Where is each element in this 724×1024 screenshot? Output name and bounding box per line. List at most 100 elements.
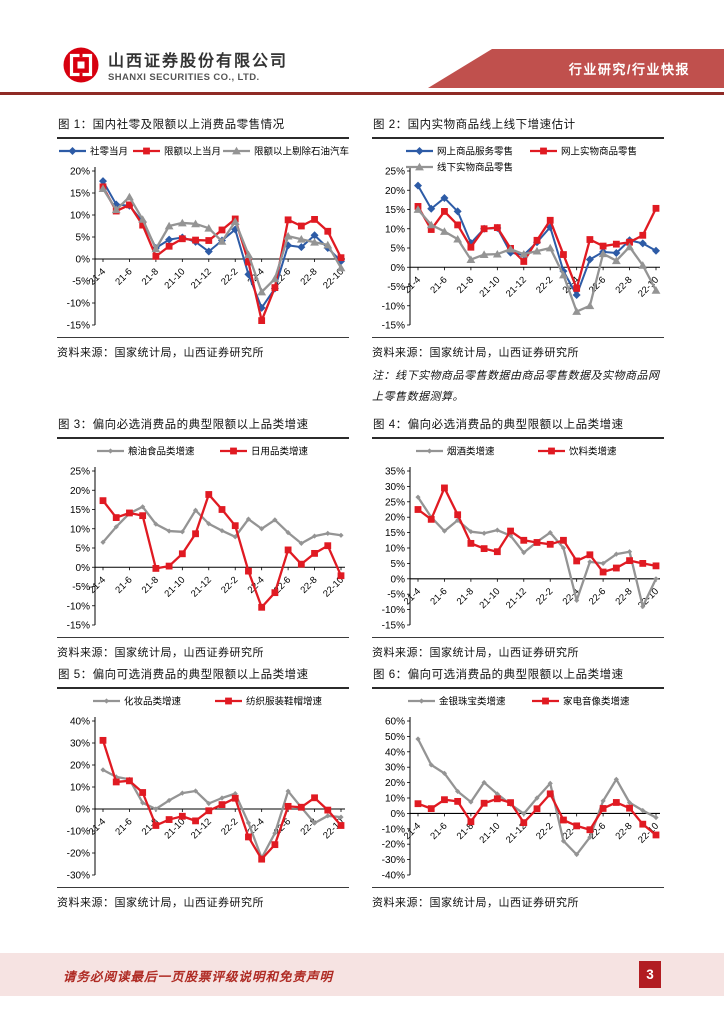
svg-text:21-8: 21-8 (140, 266, 161, 287)
svg-text:10%: 10% (385, 544, 405, 555)
axes: 60% 50% 40% 30% 20% 10% 0% -10% -20% -30% -40% 21-4… (382, 717, 661, 882)
svg-text:22-8: 22-8 (613, 586, 634, 607)
svg-text:30%: 30% (385, 482, 405, 493)
svg-text:5%: 5% (391, 244, 406, 255)
svg-text:粮油食品类增速: 粮油食品类增速 (128, 446, 195, 458)
svg-text:22-2: 22-2 (534, 821, 555, 842)
page-number: 3 (639, 961, 661, 988)
svg-text:家电音像类增速: 家电音像类增速 (563, 696, 630, 708)
svg-text:-15%: -15% (382, 621, 405, 632)
disclaimer-text: 请务必阅读最后一页股票评级说明和免责声明 (63, 970, 334, 984)
svg-text:10%: 10% (385, 224, 405, 235)
legend-item: 化妆品类增速 (93, 696, 182, 708)
figure-title: 图 2：国内实物商品线上线下增速估计 (372, 116, 664, 139)
svg-text:-40%: -40% (382, 871, 405, 882)
svg-text:30%: 30% (70, 739, 90, 750)
figure-block-6: 图 6：偏向可选消费品的典型限额以上品类增速 60% 50% 40% 30% 20% 10%… (372, 666, 664, 910)
figure-chart: 25%20%15%10%5%0%-5%-10%-15%21-4 21-6 21-8 2… (67, 446, 346, 632)
svg-text:0%: 0% (391, 263, 406, 274)
report-type-banner: 行业研究/行业快报 (428, 49, 724, 88)
shanxi-securities-logo-icon (63, 47, 99, 83)
svg-text:22-2: 22-2 (534, 275, 555, 296)
svg-text:-15%: -15% (67, 621, 90, 632)
svg-text:21-6: 21-6 (113, 266, 134, 287)
figure-title: 图 3：偏向必选消费品的典型限额以上品类增速 (57, 416, 349, 439)
brand-block: 山西证券股份有限公司 SHANXI SECURITIES CO., LTD. (62, 46, 288, 84)
svg-text:-10%: -10% (382, 605, 405, 616)
figure-source: 资料来源：国家统计局，山西证券研究所 (372, 637, 664, 660)
company-name-cn: 山西证券股份有限公司 (108, 53, 289, 70)
svg-text:-5%: -5% (387, 590, 405, 601)
svg-text:21-4: 21-4 (87, 575, 108, 596)
svg-text:限额以上剔除石油汽车: 限额以上剔除石油汽车 (254, 146, 349, 158)
legend-item: 日用品类增速 (220, 446, 309, 458)
svg-text:21-6: 21-6 (428, 586, 449, 607)
figure-title: 图 6：偏向可选消费品的典型限额以上品类增速 (372, 666, 664, 689)
figure-chart: 25%20%15%10%5%0%-5%-10%-15%21-4 21-6 21-8 2… (382, 146, 661, 332)
svg-text:25%: 25% (70, 467, 90, 478)
svg-text:35%: 35% (385, 467, 405, 478)
svg-text:金银珠宝类增速: 金银珠宝类增速 (439, 696, 506, 708)
figure-note: 注：线下实物商品零售数据由商品零售数据及实物商品网上零售数据测算。 (372, 370, 660, 404)
legend-item: 粮油食品类增速 (97, 446, 195, 458)
svg-text:-20%: -20% (382, 840, 405, 851)
svg-text:-10%: -10% (67, 299, 90, 310)
svg-text:21-8: 21-8 (455, 586, 476, 607)
series-饮料类增速 (414, 484, 660, 576)
svg-text:21-4: 21-4 (402, 586, 423, 607)
svg-text:10%: 10% (70, 783, 90, 794)
figure-chart: 40%30%20%10%0%-10%-20%-30%21-4 21-6 21-8 21… (67, 696, 346, 882)
svg-text:21-12: 21-12 (189, 575, 214, 600)
svg-text:50%: 50% (385, 732, 405, 743)
legend-item: 烟酒类增速 (416, 446, 495, 458)
svg-text:-5%: -5% (72, 277, 90, 288)
svg-text:20%: 20% (385, 186, 405, 197)
svg-text:21-10: 21-10 (477, 586, 502, 611)
figure-block-2: 图 2：国内实物商品线上线下增速估计 25% 20% 15% 10% 5% 0% -5% -10… (372, 116, 664, 409)
svg-text:20%: 20% (70, 167, 90, 178)
svg-text:22-8: 22-8 (298, 575, 319, 596)
svg-text:22-8: 22-8 (298, 266, 319, 287)
legend-item: 线下实物商品零售 (406, 162, 513, 174)
svg-text:15%: 15% (70, 189, 90, 200)
svg-text:0%: 0% (76, 255, 91, 266)
svg-text:22-8: 22-8 (613, 821, 634, 842)
figure-source: 资料来源：国家统计局，山西证券研究所 (57, 887, 349, 910)
svg-text:22-2: 22-2 (219, 575, 240, 596)
svg-text:21-6: 21-6 (428, 275, 449, 296)
svg-text:-30%: -30% (382, 855, 405, 866)
svg-text:0%: 0% (76, 805, 91, 816)
svg-text:25%: 25% (385, 497, 405, 508)
svg-text:-10%: -10% (382, 824, 405, 835)
svg-text:0%: 0% (76, 563, 91, 574)
series-限额以上当月 (99, 183, 345, 324)
figure-source: 资料来源：国家统计局，山西证券研究所 (57, 337, 349, 360)
svg-text:60%: 60% (385, 717, 405, 728)
svg-text:20%: 20% (70, 761, 90, 772)
svg-text:30%: 30% (385, 763, 405, 774)
svg-text:20%: 20% (385, 513, 405, 524)
header-rule (0, 92, 724, 95)
svg-text:22-8: 22-8 (298, 816, 319, 837)
axes: 40%30%20%10%0%-10%-20%-30%21-4 21-6 21-8 21… (67, 717, 346, 882)
svg-text:22-2: 22-2 (219, 266, 240, 287)
figure-title: 图 4：偏向必选消费品的典型限额以上品类增速 (372, 416, 664, 439)
svg-text:网上实物商品零售: 网上实物商品零售 (561, 146, 637, 158)
svg-text:-10%: -10% (382, 301, 405, 312)
svg-text:25%: 25% (385, 167, 405, 178)
svg-text:22-8: 22-8 (613, 275, 634, 296)
svg-text:21-10: 21-10 (162, 575, 187, 600)
legend-item: 网上商品服务零售 (406, 146, 513, 158)
svg-text:21-10: 21-10 (162, 266, 187, 291)
svg-text:5%: 5% (76, 544, 91, 555)
svg-text:21-6: 21-6 (428, 821, 449, 842)
svg-text:21-4: 21-4 (402, 275, 423, 296)
svg-text:-5%: -5% (387, 282, 405, 293)
svg-text:21-8: 21-8 (140, 575, 161, 596)
svg-text:-20%: -20% (67, 849, 90, 860)
figure-block-1: 图 1：国内社零及限额以上消费品零售情况 20% 15% 10% 5% 0% -5% -10%… (57, 116, 349, 360)
svg-text:10%: 10% (385, 794, 405, 805)
svg-text:0%: 0% (391, 809, 406, 820)
svg-text:15%: 15% (385, 205, 405, 216)
